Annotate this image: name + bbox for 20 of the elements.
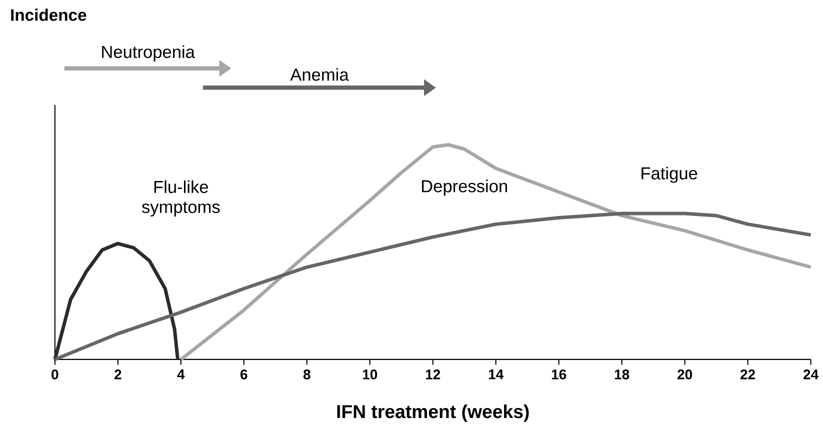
x-tick-label: 4 — [177, 369, 185, 379]
series-label: Depression — [422, 179, 507, 196]
x-tick-label: 10 — [362, 369, 378, 380]
x-tick-label: 20 — [678, 369, 692, 380]
text: Neutropenia — [102, 45, 195, 62]
x-tick-label: 22 — [740, 369, 756, 380]
text: Anemia — [290, 68, 349, 81]
x-axis-title: IFN treatment (weeks) — [337, 404, 529, 422]
x-tick-label: 18 — [614, 369, 630, 380]
x-tick-label: 0 — [52, 369, 58, 380]
x-tick-label: 16 — [552, 369, 566, 380]
x-tick-label: 24 — [804, 369, 818, 380]
x-tick-label: 14 — [488, 369, 504, 379]
text: Incidence — [11, 8, 86, 21]
x-tick-label: 8 — [303, 369, 310, 380]
series-label: Flu-like symptoms — [142, 180, 220, 216]
x-tick-label: 12 — [426, 369, 440, 380]
x-tick-label: 2 — [114, 369, 122, 380]
series-label: Fatigue — [642, 166, 698, 183]
x-tick-label: 6 — [240, 369, 248, 380]
